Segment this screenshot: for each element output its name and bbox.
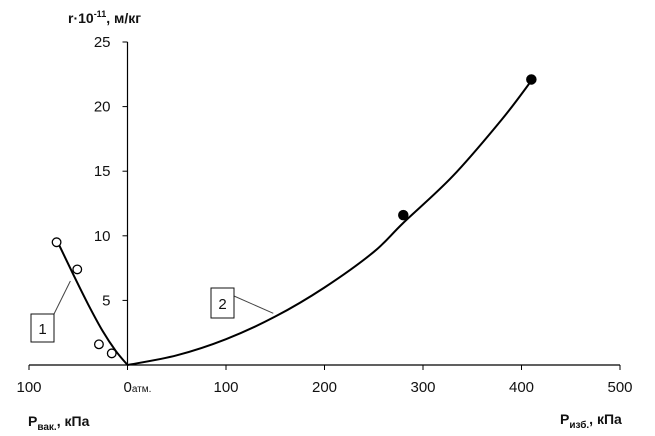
y-tick-label: 15 (94, 163, 111, 180)
callout-2-label: 2 (218, 296, 226, 313)
x-tick-label: 100 (16, 379, 41, 396)
y-tick-label: 20 (94, 99, 111, 116)
series-2-point (526, 74, 537, 85)
x-tick-zero-suffix: атм. (132, 384, 152, 395)
series-1-point (106, 348, 117, 359)
x-tick-label: 100 (213, 379, 238, 396)
callouts: 1 2 (30, 280, 274, 343)
markers (51, 74, 537, 359)
x-tick-label: 400 (509, 379, 534, 396)
y-axis-title: r·10-11, м/кг (68, 9, 141, 26)
callout-1-leader (53, 280, 71, 315)
series-2-curve (127, 80, 533, 366)
x-tick-label: 200 (312, 379, 337, 396)
x-tick-label: 0атм. (124, 379, 152, 396)
y-tick-label: 5 (102, 292, 110, 309)
callout-2-leader (233, 295, 274, 314)
curves (55, 80, 533, 366)
x-tick-label: 300 (410, 379, 435, 396)
x-tick-label: 500 (607, 379, 632, 396)
axes (29, 42, 620, 366)
ticks: 100 0атм. 100 200 300 400 500 5 10 15 20 25 (16, 34, 632, 396)
series-1-point (51, 237, 62, 248)
series-1-point (93, 339, 104, 350)
callout-1-box (30, 313, 55, 343)
callout-1-label: 1 (38, 321, 46, 338)
series-2-point (398, 209, 409, 221)
callout-2-box (210, 287, 235, 319)
y-tick-label: 10 (94, 228, 111, 245)
y-tick-label: 25 (94, 34, 111, 51)
x-axis-title-left: Pвак., кПа (28, 413, 90, 433)
series-1-point (72, 264, 83, 275)
series-1-curve (55, 239, 129, 366)
x-axis-title-right: Pизб., кПа (560, 411, 622, 431)
